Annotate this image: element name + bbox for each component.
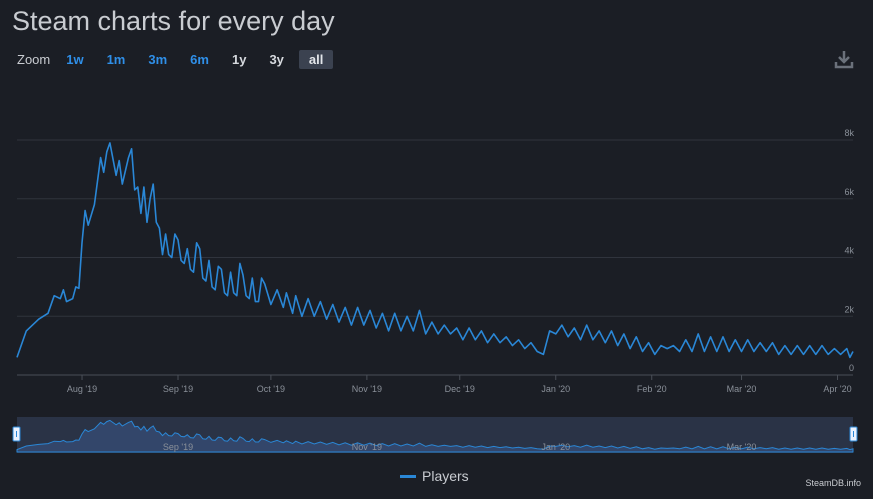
x-tick-label: Sep '19 (163, 384, 193, 394)
zoom-bar: Zoom 1w 1m 3m 6m 1y 3y all (17, 49, 340, 69)
navigator-left-handle[interactable] (12, 426, 21, 442)
zoom-all-button[interactable]: all (298, 49, 334, 69)
download-icon[interactable] (833, 48, 855, 70)
navigator-x-axis: Sep '19 Nov '19 Jan '20 Mar '20 (163, 442, 757, 452)
zoom-3y-button[interactable]: 3y (269, 51, 284, 67)
zoom-6m-button[interactable]: 6m (190, 51, 209, 67)
zoom-3m-button[interactable]: 3m (148, 51, 168, 67)
legend-label: Players (422, 468, 469, 484)
x-tick-label: Oct '19 (257, 384, 285, 394)
series-line-players[interactable] (16, 142, 854, 359)
x-tick-label: Dec '19 (445, 384, 475, 394)
y-tick-label: 0 (849, 363, 854, 373)
credit-text: SteamDB.info (805, 478, 861, 488)
y-tick-label: 2k (844, 304, 854, 314)
x-tick-label: Mar '20 (727, 384, 757, 394)
zoom-1w-button[interactable]: 1w (66, 51, 84, 67)
zoom-label: Zoom (17, 51, 51, 67)
legend-item-players[interactable]: Players (400, 468, 469, 484)
navigator-tick-label: Sep '19 (163, 442, 193, 452)
x-tick-label: Feb '20 (637, 384, 667, 394)
x-tick-label: Jan '20 (541, 384, 570, 394)
navigator-tick-label: Jan '20 (541, 442, 570, 452)
navigator-series-area (16, 419, 854, 453)
y-tick-label: 6k (844, 187, 854, 197)
y-tick-label: 8k (844, 128, 854, 138)
zoom-1y-button[interactable]: 1y (231, 51, 247, 67)
y-axis: 0 2k 4k 6k 8k (844, 128, 854, 373)
navigator-right-handle[interactable] (849, 426, 858, 442)
zoom-1m-button[interactable]: 1m (106, 51, 126, 67)
grid-lines (17, 139, 853, 376)
navigator[interactable]: Sep '19 Nov '19 Jan '20 Mar '20 (12, 417, 858, 453)
page-title: Steam charts for every day (12, 6, 335, 36)
navigator-tick-label: Mar '20 (727, 442, 757, 452)
y-tick-label: 4k (844, 246, 854, 256)
legend-swatch (400, 474, 416, 478)
x-tick-label: Nov '19 (352, 384, 382, 394)
navigator-tick-label: Nov '19 (352, 442, 382, 452)
x-tick-label: Apr '20 (823, 384, 851, 394)
x-axis: Aug '19 Sep '19 Oct '19 Nov '19 Dec '19 Jan '… (17, 374, 853, 394)
x-tick-label: Aug '19 (67, 384, 97, 394)
